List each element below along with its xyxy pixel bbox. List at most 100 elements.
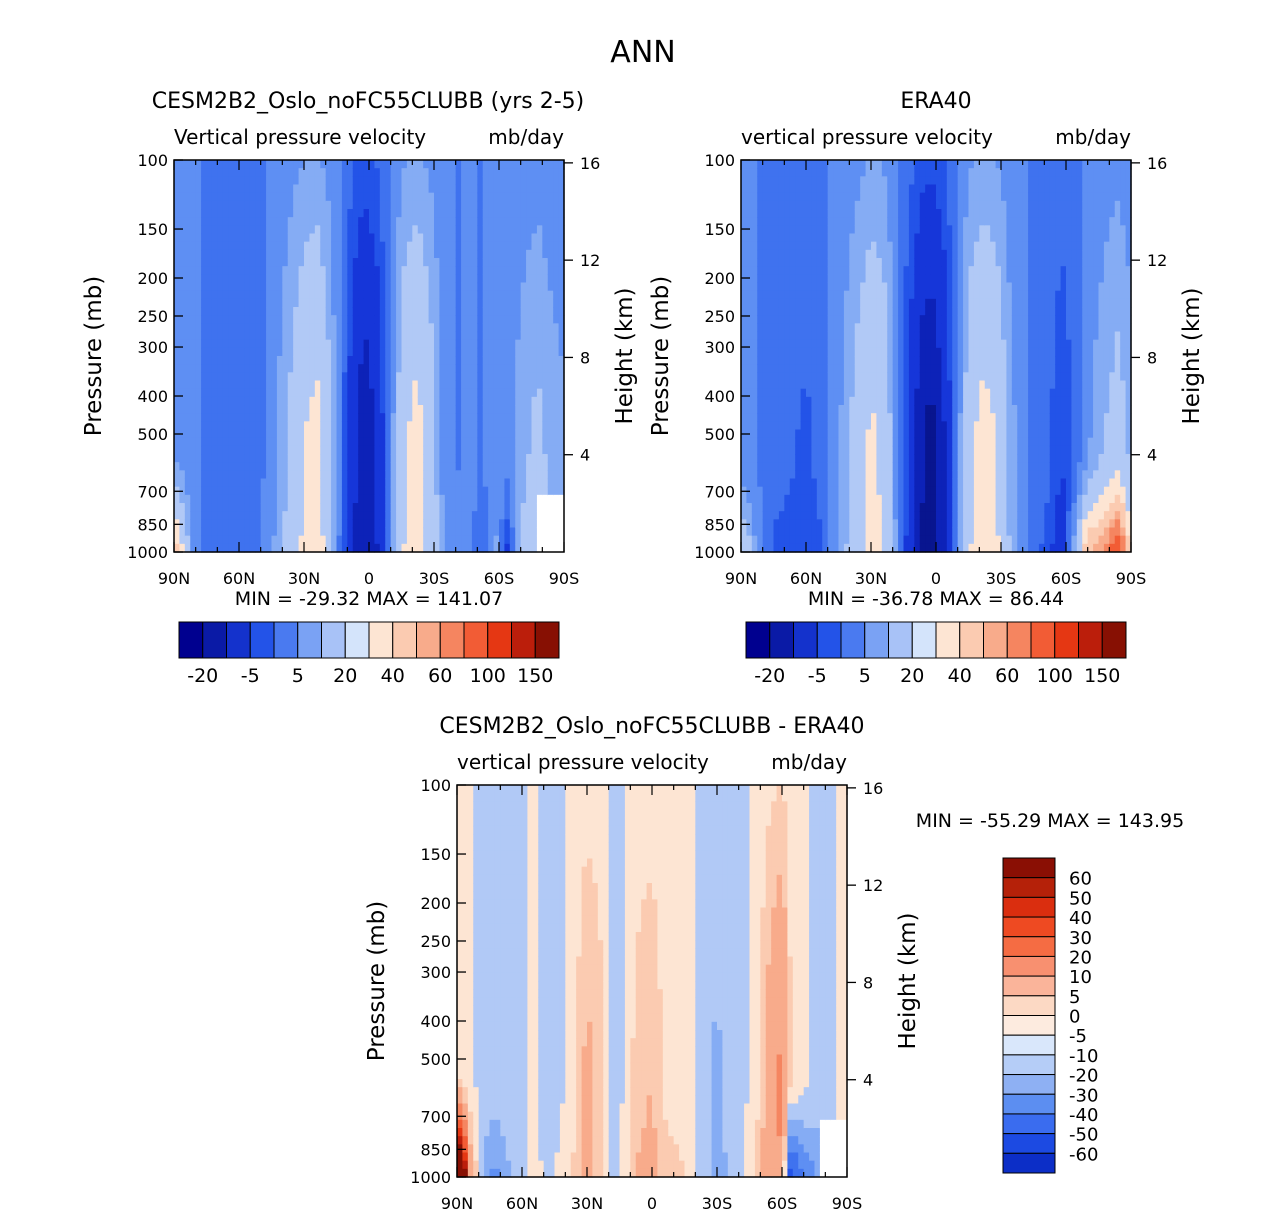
field-cell (406, 241, 413, 251)
field-cell (249, 258, 256, 267)
field-cell (233, 217, 240, 226)
field-cell (260, 535, 267, 545)
field-cell (795, 347, 802, 357)
field-cell (255, 176, 262, 186)
field-cell (206, 176, 213, 186)
field-cell (417, 233, 424, 243)
field-cell (401, 462, 408, 471)
field-cell (482, 380, 489, 390)
field-cell (304, 160, 311, 169)
field-cell (379, 462, 386, 471)
field-cell (547, 388, 554, 398)
field-cell (488, 543, 495, 553)
field-cell (827, 503, 834, 512)
field-cell (547, 274, 554, 284)
field-cell (822, 200, 829, 210)
field-cell (493, 445, 500, 455)
field-cell (341, 421, 348, 431)
field-cell (401, 535, 408, 545)
field-cell (271, 364, 278, 373)
field-cell (450, 380, 457, 390)
field-cell (255, 347, 262, 357)
field-cell (876, 339, 883, 349)
field-cell (249, 266, 256, 275)
field-cell (390, 290, 397, 300)
field-cell (536, 511, 543, 520)
field-cell (174, 356, 181, 365)
field-cell (325, 274, 332, 284)
field-cell (271, 249, 278, 259)
field-cell (461, 437, 468, 447)
field-cell (871, 307, 878, 316)
field-cell (509, 494, 516, 504)
field-cell (881, 249, 888, 259)
field-cell (822, 290, 829, 300)
field-cell (184, 176, 191, 186)
field-cell (477, 356, 484, 365)
y-tick-label: 850 (137, 515, 168, 534)
field-cell (369, 413, 376, 422)
field-cell (542, 535, 549, 545)
field-cell (542, 478, 549, 488)
field-cell (477, 478, 484, 488)
field-cell (428, 192, 435, 202)
colorbar-swatch (297, 621, 322, 659)
field-cell (488, 249, 495, 259)
field-cell (201, 380, 208, 390)
field-cell (477, 225, 484, 235)
field-cell (558, 527, 565, 537)
field-cell (849, 339, 856, 349)
field-cell (206, 470, 213, 480)
field-cell (789, 347, 796, 357)
field-cell (293, 339, 300, 349)
field-cell (401, 176, 408, 186)
field-cell (558, 421, 565, 431)
field-cell (838, 462, 845, 471)
field-cell (423, 413, 430, 422)
field-cell (179, 209, 186, 218)
field-cell (244, 217, 251, 226)
field-cell (816, 388, 823, 398)
field-cell (406, 290, 413, 300)
field-cell (276, 388, 283, 398)
field-cell (833, 315, 840, 324)
field-cell (341, 405, 348, 414)
field-cell (396, 323, 403, 333)
field-cell (249, 274, 256, 284)
field-cell (374, 217, 381, 226)
field-cell (325, 209, 332, 218)
field-cell (455, 225, 462, 235)
field-cell (455, 445, 462, 455)
field-cell (488, 347, 495, 357)
colorbar-label: 150 (517, 665, 553, 687)
field-cell (751, 184, 758, 194)
field-cell (201, 405, 208, 414)
field-cell (244, 511, 251, 520)
field-cell (331, 445, 338, 455)
field-cell (800, 527, 807, 537)
field-cell (369, 241, 376, 251)
field-cell (778, 192, 785, 202)
field-cell (244, 405, 251, 414)
field-cell (827, 298, 834, 308)
field-cell (233, 258, 240, 267)
field-cell (244, 543, 251, 553)
field-cell (423, 519, 430, 529)
field-cell (784, 258, 791, 267)
field-cell (222, 241, 229, 251)
field-cell (515, 274, 522, 284)
field-cell (276, 225, 283, 235)
field-cell (461, 511, 468, 520)
field-cell (757, 160, 764, 169)
field-cell (233, 535, 240, 545)
field-cell (768, 462, 775, 471)
field-cell (768, 274, 775, 284)
field-cell (455, 405, 462, 414)
field-cell (363, 429, 370, 439)
field-cell (553, 347, 560, 357)
field-cell (249, 290, 256, 300)
field-cell (509, 405, 516, 414)
field-cell (871, 323, 878, 333)
field-cell (789, 298, 796, 308)
